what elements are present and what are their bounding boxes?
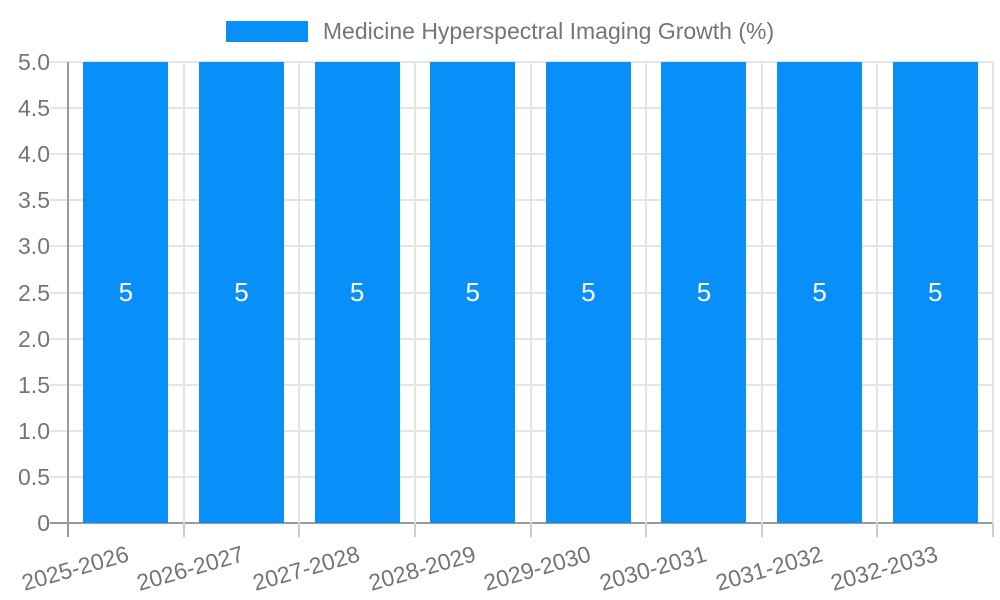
y-gridline: [50, 383, 993, 386]
legend-swatch: [225, 20, 308, 42]
x-tick: [876, 523, 879, 537]
x-axis-line: [50, 522, 993, 524]
y-tick-label: 0: [37, 510, 50, 536]
bar-value-label: 5: [234, 277, 249, 307]
y-gridline: [50, 199, 993, 202]
x-gridline: [645, 62, 648, 523]
x-gridline: [529, 62, 532, 523]
bar[interactable]: 5: [892, 62, 978, 523]
x-tick-label: 2026-2027: [134, 540, 248, 596]
x-gridline: [413, 62, 416, 523]
x-tick-label: 2029-2030: [480, 540, 594, 596]
y-tick-label: 4.5: [18, 95, 50, 122]
y-gridline: [50, 475, 993, 478]
x-gridline: [876, 62, 879, 523]
x-tick: [992, 523, 994, 537]
x-tick: [413, 523, 416, 537]
bar[interactable]: 5: [777, 62, 863, 523]
bar[interactable]: 5: [545, 62, 631, 523]
x-gridline: [298, 62, 301, 523]
x-tick-label: 2027-2028: [249, 540, 363, 596]
y-tick-label: 3.5: [18, 187, 50, 214]
y-gridline: [50, 153, 993, 156]
y-gridline: [50, 337, 993, 340]
y-tick-label: 2.5: [18, 279, 50, 306]
x-tick-label: 2031-2032: [712, 540, 826, 596]
y-gridline: [50, 429, 993, 432]
bar[interactable]: 5: [314, 62, 400, 523]
y-gridline: [50, 245, 993, 248]
x-tick: [67, 523, 69, 537]
bar-value-label: 5: [812, 277, 827, 307]
x-tick: [760, 523, 763, 537]
bar-value-label: 5: [465, 277, 480, 307]
bar-value-label: 5: [349, 277, 365, 307]
y-tick-label: 1.5: [18, 371, 50, 398]
x-tick-label: 2032-2033: [827, 540, 941, 596]
x-gridline: [182, 62, 185, 523]
y-tick-label: 2.0: [18, 325, 50, 352]
bar[interactable]: 5: [83, 62, 169, 523]
x-tick: [529, 523, 532, 537]
bar[interactable]: 5: [198, 62, 284, 523]
x-gridline: [760, 62, 763, 523]
y-tick-label: 0.5: [18, 463, 50, 490]
y-gridline: [50, 61, 993, 63]
y-axis-line: [67, 62, 69, 523]
bar-value-label: 5: [927, 277, 943, 307]
x-tick: [645, 523, 648, 537]
x-tick-label: 2030-2031: [596, 540, 710, 596]
y-tick-label: 4.0: [18, 141, 50, 168]
x-tick: [182, 523, 185, 537]
y-tick-label: 1.0: [18, 417, 50, 444]
x-tick-label: 2028-2029: [365, 540, 479, 596]
y-tick-label: 3.0: [18, 233, 50, 260]
x-gridline: [992, 62, 994, 523]
legend[interactable]: Medicine Hyperspectral Imaging Growth (%…: [0, 0, 1000, 62]
x-tick: [298, 523, 301, 537]
x-tick-label: 2025-2026: [18, 540, 132, 596]
bar[interactable]: 5: [430, 62, 516, 523]
y-tick-label: 5.0: [18, 49, 50, 75]
bar-value-label: 5: [696, 277, 712, 307]
y-gridline: [50, 107, 993, 110]
bar-value-label: 5: [118, 277, 134, 307]
y-gridline: [50, 291, 993, 294]
bar[interactable]: 5: [661, 62, 747, 523]
bar-value-label: 5: [581, 277, 596, 307]
legend-label: Medicine Hyperspectral Imaging Growth (%…: [322, 17, 775, 44]
